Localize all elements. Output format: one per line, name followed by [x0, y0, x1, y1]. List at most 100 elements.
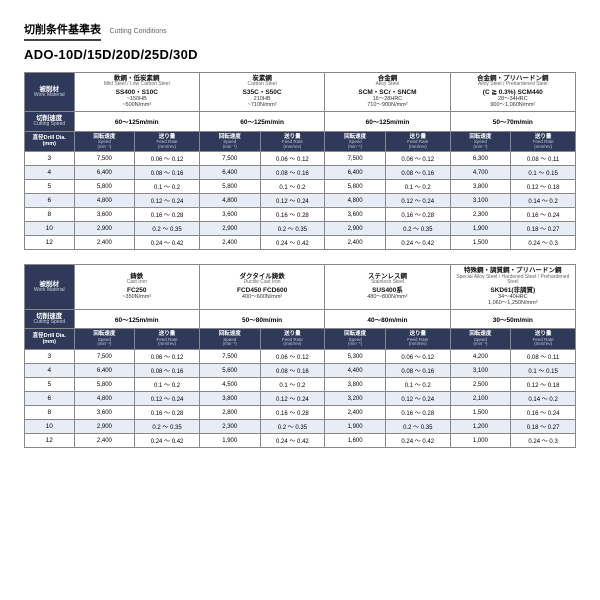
speed-cell: 3,600 — [74, 208, 135, 222]
feed-cell: 0.08 ～ 0.16 — [135, 364, 200, 378]
feed-cell: 0.2 ～ 0.35 — [135, 420, 200, 434]
speed-cell: 2,400 — [199, 236, 260, 250]
speed-cell: 1,600 — [325, 434, 386, 448]
material-cell: 炭素鋼Carbon SteelS35C・S50C210HB~710N/mm² — [199, 73, 324, 112]
cut-speed-value: 50～80m/min — [199, 309, 324, 329]
diameter-cell: 3 — [25, 152, 75, 166]
speed-subhead: 回転速度Speed(min⁻¹) — [74, 329, 135, 350]
diameter-cell: 8 — [25, 406, 75, 420]
speed-cell: 4,800 — [199, 194, 260, 208]
feed-subhead: 送り量Feed Rate(mm/rev) — [260, 131, 325, 152]
title-en: Cutting Conditions — [109, 28, 166, 35]
speed-subhead: 回転速度Speed(min⁻¹) — [450, 131, 511, 152]
feed-cell: 0.2 ～ 0.35 — [135, 222, 200, 236]
feed-cell: 0.24 ～ 0.42 — [385, 434, 450, 448]
material-cell: ダクタイル鋳鉄Ductile Cast IronFCD450 FCD600400… — [199, 265, 324, 309]
feed-cell: 0.16 ～ 0.28 — [135, 406, 200, 420]
feed-cell: 0.18 ～ 0.27 — [511, 222, 576, 236]
cut-speed-value: 60～125m/min — [74, 111, 199, 131]
feed-cell: 0.06 ～ 0.12 — [135, 350, 200, 364]
diameter-cell: 6 — [25, 392, 75, 406]
speed-cell: 2,100 — [450, 392, 511, 406]
table-row: 122,4000.24 ～ 0.422,4000.24 ～ 0.422,4000… — [25, 236, 576, 250]
material-cell: ステンレス鋼Stainless SteelSUS400系480～800N/mm² — [325, 265, 450, 309]
speed-cell: 1,500 — [450, 406, 511, 420]
speed-cell: 4,800 — [325, 194, 386, 208]
header-block: 切削条件基準表 Cutting Conditions ADO-10D/15D/2… — [24, 20, 576, 62]
feed-cell: 0.06 ～ 0.12 — [385, 152, 450, 166]
feed-cell: 0.08 ～ 0.16 — [385, 166, 450, 180]
diameter-cell: 5 — [25, 378, 75, 392]
feed-cell: 0.06 ～ 0.12 — [385, 350, 450, 364]
speed-cell: 2,500 — [450, 378, 511, 392]
speed-cell: 1,900 — [199, 434, 260, 448]
speed-cell: 7,500 — [74, 152, 135, 166]
speed-cell: 2,400 — [325, 406, 386, 420]
feed-cell: 0.16 ～ 0.28 — [385, 208, 450, 222]
feed-cell: 0.24 ～ 0.3 — [511, 236, 576, 250]
material-cell: 合金鋼Alloy SteelSCM・SCr・SNCM16～28HRC710～90… — [325, 73, 450, 112]
cut-speed-header: 切削速度Cutting Speed — [25, 309, 75, 329]
speed-cell: 6,400 — [199, 166, 260, 180]
speed-cell: 2,900 — [325, 222, 386, 236]
diameter-cell: 6 — [25, 194, 75, 208]
speed-cell: 4,500 — [199, 378, 260, 392]
speed-cell: 4,700 — [450, 166, 511, 180]
diameter-header: 直径Drill Dia.(mm) — [25, 329, 75, 350]
work-material-header: 被削材Work Material — [25, 265, 75, 309]
cut-speed-header: 切削速度Cutting Speed — [25, 111, 75, 131]
feed-cell: 0.1 ～ 0.15 — [511, 364, 576, 378]
feed-cell: 0.24 ～ 0.42 — [385, 236, 450, 250]
feed-cell: 0.1 ～ 0.2 — [260, 378, 325, 392]
speed-cell: 3,600 — [74, 406, 135, 420]
diameter-cell: 10 — [25, 222, 75, 236]
speed-subhead: 回転速度Speed(min⁻¹) — [74, 131, 135, 152]
speed-cell: 5,800 — [199, 180, 260, 194]
feed-cell: 0.08 ～ 0.11 — [511, 350, 576, 364]
speed-cell: 5,800 — [74, 180, 135, 194]
tables-container: 被削材Work Material軟鋼・低炭素鋼Mild Steel / Low … — [24, 72, 576, 448]
table-row: 83,6000.16 ～ 0.283,6000.16 ～ 0.283,6000.… — [25, 208, 576, 222]
feed-cell: 0.06 ～ 0.12 — [135, 152, 200, 166]
speed-cell: 3,800 — [325, 378, 386, 392]
feed-cell: 0.16 ～ 0.28 — [135, 208, 200, 222]
speed-cell: 7,500 — [199, 350, 260, 364]
speed-cell: 7,500 — [199, 152, 260, 166]
feed-cell: 0.08 ～ 0.16 — [385, 364, 450, 378]
work-material-header: 被削材Work Material — [25, 73, 75, 112]
table-row: 102,9000.2 ～ 0.352,3000.2 ～ 0.351,9000.2… — [25, 420, 576, 434]
feed-cell: 0.12 ～ 0.24 — [385, 392, 450, 406]
table-row: 83,6000.16 ～ 0.282,8000.16 ～ 0.282,4000.… — [25, 406, 576, 420]
feed-subhead: 送り量Feed Rate(mm/rev) — [385, 131, 450, 152]
speed-cell: 2,900 — [74, 420, 135, 434]
speed-cell: 1,500 — [450, 236, 511, 250]
title-jp: 切削条件基準表 — [24, 21, 101, 41]
feed-cell: 0.1 ～ 0.2 — [135, 180, 200, 194]
feed-cell: 0.06 ～ 0.12 — [260, 152, 325, 166]
cut-speed-value: 60～125m/min — [74, 309, 199, 329]
feed-cell: 0.1 ～ 0.2 — [135, 378, 200, 392]
table-row: 46,4000.08 ～ 0.166,4000.08 ～ 0.166,4000.… — [25, 166, 576, 180]
feed-cell: 0.12 ～ 0.18 — [511, 180, 576, 194]
cut-speed-value: 30～50m/min — [450, 309, 575, 329]
speed-subhead: 回転速度Speed(min⁻¹) — [325, 131, 386, 152]
feed-cell: 0.12 ～ 0.18 — [511, 378, 576, 392]
speed-cell: 1,900 — [450, 222, 511, 236]
page: 切削条件基準表 Cutting Conditions ADO-10D/15D/2… — [0, 0, 600, 468]
diameter-header: 直径Drill Dia.(mm) — [25, 131, 75, 152]
feed-cell: 0.16 ～ 0.28 — [260, 406, 325, 420]
speed-cell: 2,900 — [74, 222, 135, 236]
feed-cell: 0.16 ～ 0.28 — [385, 406, 450, 420]
diameter-cell: 5 — [25, 180, 75, 194]
diameter-cell: 12 — [25, 236, 75, 250]
feed-cell: 0.12 ～ 0.24 — [260, 392, 325, 406]
conditions-table: 被削材Work Material鋳鉄Cast IronFC250~350N/mm… — [24, 264, 576, 448]
feed-cell: 0.2 ～ 0.35 — [260, 420, 325, 434]
feed-cell: 0.1 ～ 0.15 — [511, 166, 576, 180]
conditions-table: 被削材Work Material軟鋼・低炭素鋼Mild Steel / Low … — [24, 72, 576, 250]
feed-cell: 0.12 ～ 0.24 — [260, 194, 325, 208]
diameter-cell: 4 — [25, 166, 75, 180]
table-row: 37,5000.06 ～ 0.127,5000.06 ～ 0.125,3000.… — [25, 350, 576, 364]
speed-subhead: 回転速度Speed(min⁻¹) — [450, 329, 511, 350]
feed-cell: 0.18 ～ 0.27 — [511, 420, 576, 434]
